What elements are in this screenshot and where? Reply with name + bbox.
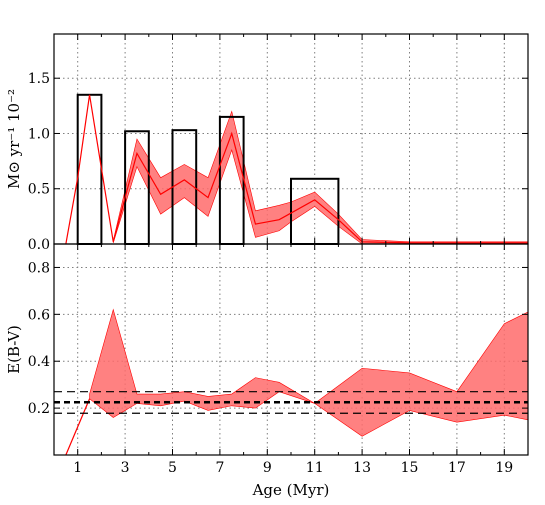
x-tick-label: 19 <box>495 460 513 476</box>
x-tick-label: 1 <box>73 460 82 476</box>
y-tick-label: 0.5 <box>28 182 50 198</box>
sfr-bar <box>76 93 103 245</box>
y-tick-label: 0.6 <box>28 307 50 323</box>
bottom-reference-lines <box>54 391 528 414</box>
bottom-y-axis-label: E(B-V) <box>5 325 23 374</box>
bottom-ebv-line <box>65 398 91 456</box>
x-tick-label: 7 <box>215 460 224 476</box>
y-tick-label: 0.2 <box>28 401 50 417</box>
uncertainty-band <box>89 308 529 437</box>
series-line <box>65 398 91 456</box>
top-ticks: 0.0 0.5 1.0 1.5 <box>28 34 529 253</box>
top-panel: 0.0 0.5 1.0 1.5 M⊙ yr⁻¹ 10⁻² <box>5 33 529 253</box>
x-tick-label: 9 <box>263 460 272 476</box>
bottom-panel: 1 3 5 7 9 11 13 15 17 190.20.40.60.8 E(B-V) Age (… <box>5 243 529 499</box>
y-tick-label: 1.0 <box>28 126 50 142</box>
bottom-grid <box>54 244 528 455</box>
bottom-ebv-band <box>89 308 529 437</box>
x-tick-label: 17 <box>448 460 466 476</box>
x-tick-label: 3 <box>121 460 130 476</box>
y-tick-label: 1.5 <box>28 71 50 87</box>
uncertainty-band <box>112 110 529 245</box>
y-tick-label: 0.4 <box>28 354 50 370</box>
x-tick-label: 15 <box>401 460 419 476</box>
x-axis-label: Age (Myr) <box>252 481 330 499</box>
x-tick-label: 5 <box>168 460 177 476</box>
top-bars <box>76 93 340 245</box>
y-tick-label: 0.0 <box>28 237 50 253</box>
top-sfr-uncertainty-band <box>112 110 529 245</box>
x-tick-label: 11 <box>306 460 324 476</box>
x-tick-label: 13 <box>353 460 371 476</box>
bottom-ticks: 1 3 5 7 9 11 13 15 17 190.20.40.60.8 <box>28 244 529 476</box>
top-y-axis-label: M⊙ yr⁻¹ 10⁻² <box>5 89 23 189</box>
y-tick-label: 0.8 <box>28 260 50 276</box>
bottom-frame <box>53 243 529 456</box>
